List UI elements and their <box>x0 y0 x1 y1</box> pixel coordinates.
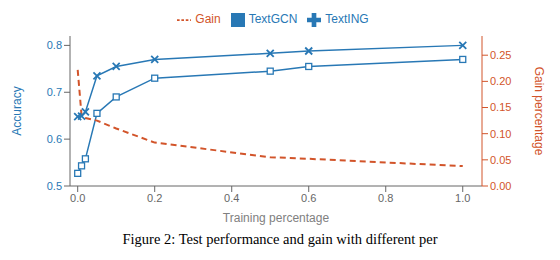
html-text:TextING: TextING <box>325 12 369 26</box>
svg-text:0.25: 0.25 <box>490 49 511 61</box>
svg-text:1.0: 1.0 <box>455 192 470 204</box>
svg-text:Accuracy: Accuracy <box>10 86 24 135</box>
svg-text:0.6: 0.6 <box>301 192 316 204</box>
html-text:Figure 2: Test performance and: Figure 2: Test performance and gain with… <box>122 231 438 247</box>
svg-text:0.6: 0.6 <box>47 133 62 145</box>
svg-text:Gain percentage: Gain percentage <box>532 67 546 156</box>
svg-text:0.10: 0.10 <box>490 128 511 140</box>
html-text:TextGCN: TextGCN <box>248 12 298 26</box>
svg-text:0.7: 0.7 <box>47 86 62 98</box>
svg-text:0.8: 0.8 <box>47 39 62 51</box>
html-text:Gain: Gain <box>195 12 221 26</box>
svg-text:0.8: 0.8 <box>378 192 393 204</box>
svg-text:0.15: 0.15 <box>490 101 511 113</box>
svg-text:0.05: 0.05 <box>490 154 511 166</box>
svg-text:0.20: 0.20 <box>490 75 511 87</box>
svg-text:0.00: 0.00 <box>490 180 511 192</box>
svg-text:0.4: 0.4 <box>224 192 239 204</box>
svg-text:0.0: 0.0 <box>70 192 85 204</box>
svg-text:0.2: 0.2 <box>147 192 162 204</box>
svg-text:0.5: 0.5 <box>47 180 62 192</box>
svg-text:Training percentage: Training percentage <box>223 211 330 225</box>
